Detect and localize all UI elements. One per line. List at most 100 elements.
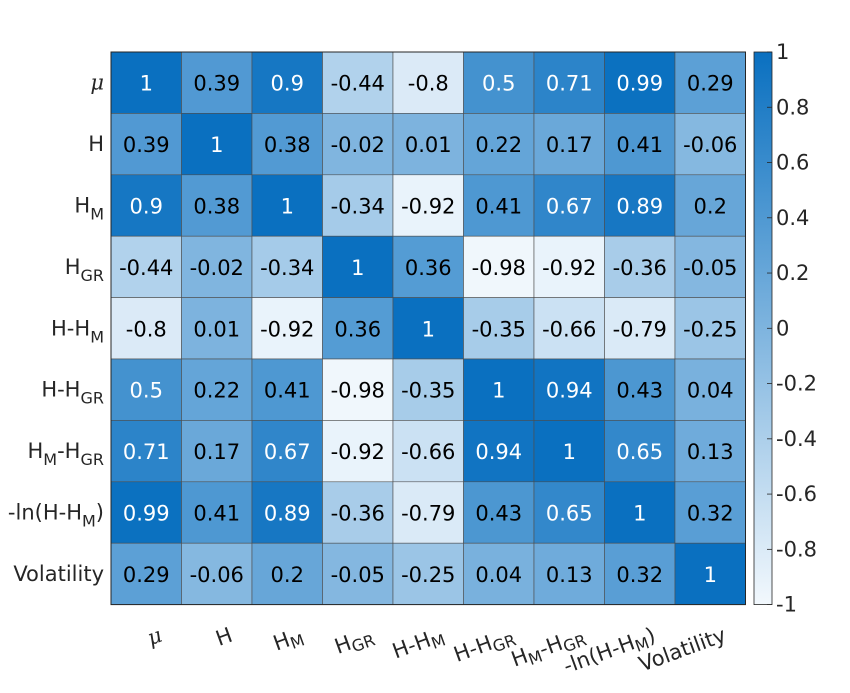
column-label: HGR (332, 623, 378, 662)
cell-value: 0.39 (193, 72, 240, 96)
heatmap-cell (392, 358, 464, 421)
column-label: μ (144, 623, 165, 650)
heatmap-cell (181, 174, 253, 237)
colorbar-ticks: 1 0.8 0.6 0.4 0.2 0 -0.2 -0.4 -0.6 -0.8 -1 (767, 40, 817, 617)
cell-value: 0.32 (616, 563, 663, 587)
heatmap-cell (322, 174, 394, 237)
cell-value: 0.17 (546, 133, 593, 157)
heatmap-cell (463, 297, 535, 360)
row-label: H-HGR (41, 378, 104, 408)
heatmap-cell (110, 297, 182, 360)
cell-value: 0.94 (475, 440, 522, 464)
colorbar-tick-label: 1 (776, 40, 789, 64)
heatmap-cell (110, 235, 182, 298)
cell-value: 0.13 (546, 563, 593, 587)
row-label: H (88, 132, 104, 156)
heatmap-cell (604, 481, 676, 544)
heatmap-cell (251, 174, 323, 237)
heatmap-cell (110, 542, 182, 605)
cell-value: 1 (492, 379, 505, 403)
heatmap-cell (463, 51, 535, 114)
column-labels: μ H HM HGR H-HM H-HGRHM-HGR-ln(H-HM)Volatilit… (144, 623, 729, 678)
heatmap-cell (322, 358, 394, 421)
heatmap-cell (251, 481, 323, 544)
cell-value: 0.38 (264, 133, 311, 157)
cell-value: -0.79 (613, 317, 667, 341)
cell-value: -0.98 (331, 379, 385, 403)
heatmap-cell (463, 113, 535, 176)
cell-value: -0.34 (260, 256, 314, 280)
row-label: HM-HGR (28, 439, 105, 469)
row-label: HM (74, 194, 104, 224)
cell-value: -0.36 (613, 256, 667, 280)
heatmap-cell (604, 420, 676, 483)
cell-value: 0.94 (546, 379, 593, 403)
cell-value: 0.89 (264, 502, 311, 526)
heatmap-cell (604, 358, 676, 421)
cell-value: 1 (422, 317, 435, 341)
cell-value: 0.2 (271, 563, 304, 587)
cell-value: 0.01 (405, 133, 452, 157)
cell-value: 1 (351, 256, 364, 280)
cell-value: 0.2 (694, 195, 727, 219)
heatmap-cell (674, 358, 746, 421)
cell-value: -0.8 (126, 317, 167, 341)
heatmap-cell (533, 297, 605, 360)
column-label: H-HGR (451, 623, 519, 670)
heatmap-cell (322, 113, 394, 176)
heatmap-cell (181, 235, 253, 298)
cell-value: 0.41 (475, 195, 522, 219)
cell-value: 0.04 (687, 379, 734, 403)
cell-value: -0.34 (331, 195, 385, 219)
cell-value: -0.02 (190, 256, 244, 280)
colorbar-tick-label: 0.2 (776, 261, 809, 285)
heatmap-cell (110, 358, 182, 421)
heatmap-cell (463, 542, 535, 605)
heatmap-cell (463, 481, 535, 544)
heatmap-cell (674, 481, 746, 544)
row-label: H-HM (51, 316, 104, 346)
cell-value: 0.36 (405, 256, 452, 280)
cell-value: -0.06 (190, 563, 244, 587)
heatmap-cell (251, 358, 323, 421)
cell-value: -0.66 (542, 317, 596, 341)
heatmap-cell (604, 113, 676, 176)
heatmap-cell (322, 542, 394, 605)
cell-value: 0.99 (616, 72, 663, 96)
cell-value: 0.5 (130, 379, 163, 403)
heatmap-cell (604, 51, 676, 114)
column-label: HM (270, 623, 307, 658)
cell-value: -0.35 (401, 379, 455, 403)
cell-value: 0.38 (193, 195, 240, 219)
cell-value: 0.32 (687, 502, 734, 526)
cell-value: 1 (633, 502, 646, 526)
cell-value: -0.92 (331, 440, 385, 464)
cell-value: 1 (281, 195, 294, 219)
column-label: H (213, 623, 236, 651)
cell-value: 0.41 (616, 133, 663, 157)
heatmap-cell (251, 420, 323, 483)
heatmap-cells: 1 0.39 0.9 -0.44 -0.8 0.5 0.71 0.99 0.29 0.39 1 0.3… (110, 51, 746, 606)
heatmap-cell (533, 174, 605, 237)
cell-value: -0.25 (401, 563, 455, 587)
colorbar-tick-label: -1 (776, 593, 797, 617)
cell-value: 0.29 (687, 72, 734, 96)
heatmap-cell (322, 235, 394, 298)
cell-value: 1 (140, 72, 153, 96)
cell-value: -0.92 (542, 256, 596, 280)
heatmap-border (110, 51, 746, 606)
cell-value: 0.67 (264, 440, 311, 464)
cell-value: 0.29 (123, 563, 170, 587)
heatmap-cell (392, 420, 464, 483)
cell-value: -0.36 (331, 502, 385, 526)
row-label: HGR (65, 255, 104, 285)
cell-value: 0.9 (130, 195, 163, 219)
cell-value: 0.39 (123, 133, 170, 157)
cell-value: -0.44 (119, 256, 173, 280)
cell-value: -0.92 (260, 317, 314, 341)
colorbar-tick-label: 0.8 (776, 95, 809, 119)
heatmap-cell (181, 51, 253, 114)
cell-value: 0.99 (123, 502, 170, 526)
heatmap-cell (251, 113, 323, 176)
cell-value: 1 (210, 133, 223, 157)
